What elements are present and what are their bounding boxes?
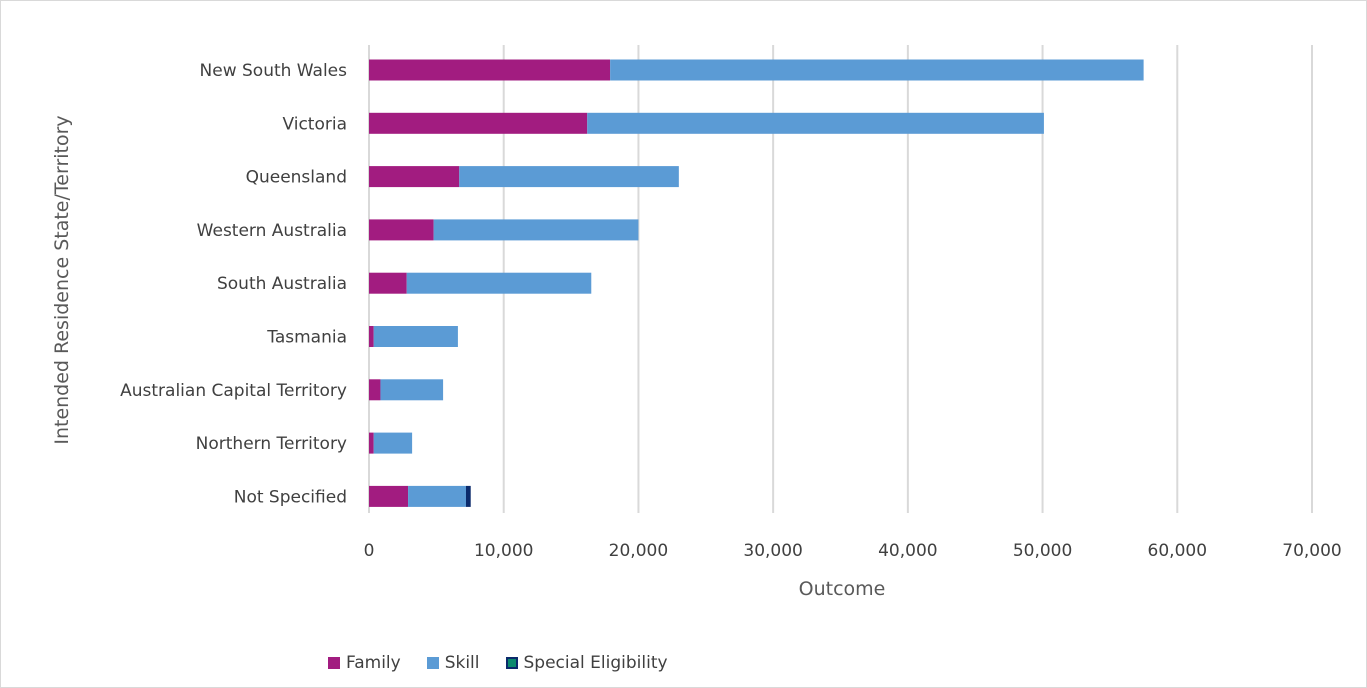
- bar-skill: [406, 272, 592, 294]
- x-tick-label: 0: [364, 541, 375, 561]
- x-tick-label: 40,000: [878, 541, 937, 561]
- bar-skill: [373, 326, 458, 347]
- bar-skill: [433, 219, 639, 241]
- category-labels: New South Wales Victoria Queensland Western…: [120, 61, 347, 507]
- bar-special-eligibility: [465, 485, 471, 507]
- x-tick-label: 70,000: [1282, 541, 1341, 561]
- x-tick-label: 60,000: [1148, 541, 1207, 561]
- legend-item-special-eligibility: Special Eligibility: [505, 653, 668, 673]
- bar-family: [369, 485, 409, 507]
- x-axis-title: Outcome: [799, 578, 886, 600]
- category-label: Victoria: [282, 114, 347, 134]
- x-tick-label: 50,000: [1013, 541, 1072, 561]
- category-label: Tasmania: [266, 328, 347, 348]
- x-tick-label: 10,000: [474, 541, 533, 561]
- legend-swatch-family: [328, 657, 340, 669]
- bar-skill: [610, 59, 1144, 81]
- bar-skill: [459, 166, 679, 188]
- category-label: Northern Territory: [196, 434, 347, 454]
- bar-skill: [408, 485, 466, 507]
- bar-family: [369, 219, 434, 241]
- bar-family: [369, 432, 374, 454]
- x-tick-label: 30,000: [743, 541, 802, 561]
- legend-label-family: Family: [346, 653, 401, 673]
- legend-label-special-eligibility: Special Eligibility: [523, 653, 668, 673]
- bar-skill: [587, 112, 1044, 134]
- bar-family: [369, 326, 374, 347]
- category-label: New South Wales: [200, 61, 348, 81]
- bar-family: [369, 166, 460, 188]
- legend-swatch-skill: [426, 657, 439, 669]
- bar-skill: [380, 379, 444, 401]
- bar-family: [369, 379, 381, 401]
- legend-item-family: Family: [328, 653, 401, 673]
- legend-label-skill: Skill: [444, 653, 480, 673]
- category-label: Australian Capital Territory: [120, 381, 347, 401]
- y-axis-title: Intended Residence State/Territory: [51, 115, 73, 444]
- bars: [369, 59, 1144, 507]
- x-tick-label: 20,000: [609, 541, 668, 561]
- legend-swatch-special-eligibility: [505, 657, 518, 669]
- category-label: South Australia: [217, 274, 347, 294]
- category-label: Western Australia: [197, 221, 347, 241]
- bar-family: [369, 272, 407, 294]
- bar-family: [369, 112, 588, 134]
- legend: Family Skill Special Eligibility: [328, 652, 694, 674]
- bar-skill: [373, 432, 413, 454]
- bar-family: [369, 59, 611, 81]
- category-label: Not Specified: [234, 487, 347, 507]
- legend-item-skill: Skill: [426, 653, 480, 673]
- x-tick-labels: 0 10,000 20,000 30,000 40,000 50,000 60,000 70,…: [364, 541, 1342, 561]
- category-label: Queensland: [246, 168, 347, 188]
